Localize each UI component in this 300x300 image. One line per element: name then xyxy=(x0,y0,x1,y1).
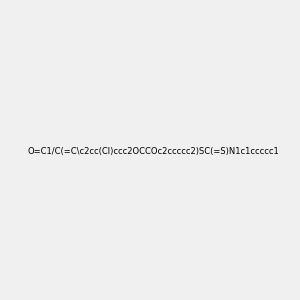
Text: O=C1/C(=C\c2cc(Cl)ccc2OCCOc2ccccc2)SC(=S)N1c1ccccc1: O=C1/C(=C\c2cc(Cl)ccc2OCCOc2ccccc2)SC(=S… xyxy=(28,147,280,156)
